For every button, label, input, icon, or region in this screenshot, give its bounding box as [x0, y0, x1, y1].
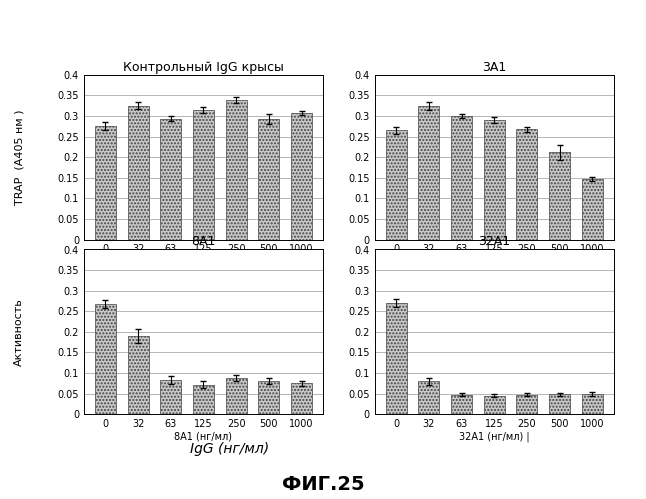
Title: 32А1: 32А1: [478, 236, 510, 249]
Text: ФИГ.25: ФИГ.25: [282, 475, 364, 494]
Bar: [581, 394, 603, 414]
Bar: [516, 395, 537, 414]
Text: Активность: Активность: [14, 298, 25, 366]
Title: 3А1: 3А1: [482, 61, 506, 74]
Bar: [581, 179, 603, 240]
Bar: [386, 130, 407, 240]
Bar: [549, 152, 570, 240]
Bar: [516, 129, 537, 240]
Bar: [418, 106, 439, 240]
Bar: [127, 336, 149, 414]
Bar: [193, 110, 214, 240]
Bar: [193, 385, 214, 414]
Bar: [95, 304, 116, 414]
Bar: [451, 116, 472, 240]
Bar: [258, 119, 280, 240]
Bar: [418, 381, 439, 414]
Text: TRAP  (А405 нм ): TRAP (А405 нм ): [14, 109, 25, 205]
Bar: [160, 119, 182, 240]
Bar: [451, 395, 472, 414]
Bar: [95, 126, 116, 240]
Bar: [484, 396, 505, 414]
Bar: [258, 381, 280, 414]
Bar: [225, 100, 247, 240]
Bar: [386, 303, 407, 414]
X-axis label: 3А1  (нг/мл): 3А1 (нг/мл): [464, 257, 525, 267]
Bar: [127, 106, 149, 240]
Text: IgG (нг/мл): IgG (нг/мл): [190, 442, 269, 456]
Bar: [484, 120, 505, 240]
Bar: [291, 383, 312, 414]
Bar: [160, 380, 182, 414]
Bar: [225, 378, 247, 414]
Title: Контрольный IgG крысы: Контрольный IgG крысы: [123, 61, 284, 74]
X-axis label: 32А1 (нг/мл) |: 32А1 (нг/мл) |: [459, 432, 530, 442]
Bar: [549, 394, 570, 414]
Bar: [291, 113, 312, 240]
Title: 8А1: 8А1: [191, 236, 216, 249]
X-axis label: 8А1 (нг/мл): 8А1 (нг/мл): [174, 432, 233, 442]
X-axis label: Контрольный IgG крысы (нг/мл): Контрольный IgG крысы (нг/мл): [121, 257, 286, 267]
